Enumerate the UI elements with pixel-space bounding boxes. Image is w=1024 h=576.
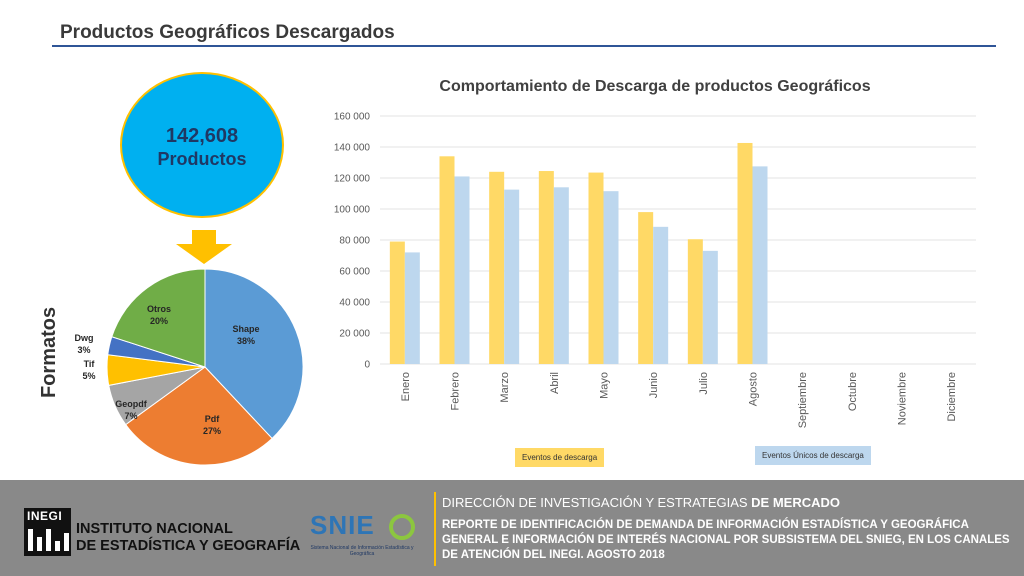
downloads-bar-chart: 0 20 000 40 000 60 000 80 000 100 000 120 000 1… [334, 112, 976, 428]
institute-name: INSTITUTO NACIONAL DE ESTADÍSTICA Y GEOG… [76, 521, 300, 555]
bar-eventos-febrero [439, 156, 455, 364]
chart-title: Comportamiento de Descarga de productos … [439, 78, 871, 95]
legend-eventos-descarga: Eventos de descarga [515, 448, 605, 467]
inegi-logo-text: INEGI [27, 509, 63, 523]
formats-axis-label: Formatos [38, 306, 60, 398]
total-products-label: Productos [157, 149, 247, 169]
page-title: Productos Geográficos Descargados [60, 22, 395, 43]
bar-unicos-julio [702, 250, 718, 364]
y-tick-label: 140 000 [334, 143, 371, 154]
y-tick-label: 160 000 [334, 112, 371, 123]
snieg-logo: SNIE [310, 510, 375, 540]
bar-unicos-mayo [603, 191, 619, 364]
direction-title-a: DIRECCIÓN DE INVESTIGACIÓN Y ESTRATEGIAS [442, 495, 752, 510]
x-tick-label: Enero [400, 372, 412, 401]
pie-label-otros: Otros [147, 304, 171, 314]
y-tick-label: 40 000 [339, 298, 370, 309]
x-tick-label: Diciembre [946, 372, 958, 422]
down-arrow-icon [176, 230, 232, 264]
snieg-subtitle: Sistema Nacional de Información Estadíst… [310, 545, 414, 557]
y-tick-label: 20 000 [339, 329, 370, 340]
y-tick-label: 80 000 [339, 236, 370, 247]
institute-name-line1: INSTITUTO NACIONAL [76, 521, 233, 537]
x-tick-label: Octubre [847, 372, 859, 411]
x-tick-label: Septiembre [797, 372, 809, 428]
direction-title-b: DE MERCADO [751, 495, 841, 510]
bar-unicos-abril [553, 187, 569, 364]
pie-slice-shape [204, 268, 304, 440]
total-products-badge: 142,608 Productos [120, 72, 284, 218]
bar-eventos-marzo [489, 171, 505, 364]
pie-label-geopdf: Geopdf [115, 399, 147, 409]
pie-label-dwg: Dwg [75, 333, 94, 343]
x-tick-label: Junio [648, 372, 660, 398]
pie-pct-otros: 20% [150, 316, 168, 326]
bar-eventos-mayo [588, 172, 604, 364]
x-tick-label: Abril [549, 372, 561, 394]
pie-slice-otros [111, 268, 206, 368]
bar-eventos-agosto [737, 142, 753, 364]
pie-pct-geopdf: 7% [124, 411, 137, 421]
pie-pct-pdf: 27% [203, 426, 221, 436]
pie-label-shape: Shape [232, 324, 259, 334]
bar-unicos-febrero [454, 176, 470, 364]
legend-eventos-unicos: Eventos Únicos de descarga [755, 446, 871, 465]
x-tick-label: Marzo [499, 372, 511, 403]
formats-pie-chart: Shape 38% Pdf 27% Geopdf 7% Tif 5% Dwg 3% Otros 20% [75, 268, 304, 466]
bar-eventos-julio [687, 239, 703, 364]
bar-unicos-junio [653, 226, 669, 364]
bar-unicos-marzo [504, 189, 520, 364]
total-products-value: 142,608 [165, 125, 239, 147]
inegi-logo: INEGI [24, 508, 71, 556]
bar-unicos-enero [404, 252, 420, 364]
bar-eventos-abril [538, 171, 554, 364]
bar-unicos-agosto [752, 166, 768, 364]
y-tick-label: 0 [364, 360, 370, 371]
pie-pct-dwg: 3% [77, 345, 90, 355]
y-tick-label: 60 000 [339, 267, 370, 278]
x-tick-label: Agosto [748, 372, 760, 406]
x-tick-label: Mayo [599, 372, 611, 399]
pie-pct-shape: 38% [237, 336, 255, 346]
pie-pct-tif: 5% [82, 371, 95, 381]
title-divider [52, 45, 996, 47]
y-tick-label: 100 000 [334, 205, 371, 216]
x-tick-label: Febrero [450, 372, 462, 411]
bar-eventos-enero [389, 241, 405, 364]
report-title: REPORTE DE IDENTIFICACIÓN DE DEMANDA DE … [442, 519, 1010, 561]
snieg-ring-icon [389, 514, 415, 540]
y-tick-label: 120 000 [334, 174, 371, 185]
footer-band [0, 480, 1024, 576]
pie-label-tif: Tif [84, 359, 96, 369]
footer-divider [434, 492, 436, 566]
bar-eventos-junio [638, 212, 654, 364]
direction-title: DIRECCIÓN DE INVESTIGACIÓN Y ESTRATEGIAS… [442, 495, 840, 510]
pie-label-pdf: Pdf [205, 414, 221, 424]
pie-slice-pdf [125, 366, 273, 466]
x-tick-label: Julio [698, 372, 710, 395]
institute-name-line2: DE ESTADÍSTICA Y GEOGRAFÍA [76, 538, 301, 554]
x-tick-label: Noviembre [897, 372, 909, 425]
